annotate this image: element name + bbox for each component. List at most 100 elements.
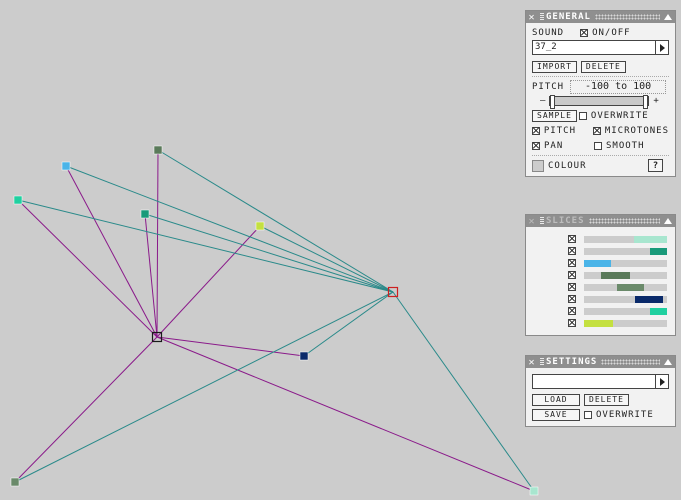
- graph-edge: [14, 291, 394, 483]
- dropdown-arrow-icon[interactable]: [655, 375, 668, 388]
- node-lime[interactable]: [255, 221, 265, 231]
- overwrite-checkbox[interactable]: [578, 111, 587, 120]
- slice-bar[interactable]: [584, 259, 667, 267]
- settings-panel: ✕ SETTINGS LOAD DELETE SAVE OVERWRITE: [525, 355, 676, 427]
- pitch-cb-label: PITCH: [543, 125, 576, 136]
- node-teal[interactable]: [140, 209, 150, 219]
- graph-edge: [65, 165, 394, 293]
- slice-bar[interactable]: [584, 271, 667, 279]
- drag-handle[interactable]: [594, 14, 660, 20]
- preset-select[interactable]: [532, 374, 669, 389]
- sound-value: 37_2: [535, 42, 557, 52]
- delete-button[interactable]: DELETE: [584, 393, 629, 406]
- panel-title: SLICES: [546, 216, 585, 226]
- slice-bar[interactable]: [584, 283, 667, 291]
- slice-row: [532, 293, 669, 305]
- slice-bar[interactable]: [584, 235, 667, 243]
- graph-edge: [156, 149, 159, 338]
- graph-edge: [157, 149, 394, 293]
- help-button[interactable]: ?: [648, 159, 663, 172]
- slice-bar[interactable]: [584, 319, 667, 327]
- slice-checkbox[interactable]: [568, 247, 576, 255]
- slice-checkbox[interactable]: [568, 259, 576, 267]
- preset-value: [533, 375, 655, 388]
- overwrite-label: OVERWRITE: [596, 409, 654, 420]
- close-icon[interactable]: ✕: [528, 215, 536, 227]
- settings-titlebar[interactable]: ✕ SETTINGS: [526, 356, 675, 368]
- node-olive-top[interactable]: [153, 145, 163, 155]
- sample-button[interactable]: SAMPLE: [532, 109, 577, 122]
- graph-edge: [17, 199, 158, 338]
- graph-edge: [156, 336, 535, 492]
- sound-select[interactable]: 37_2: [532, 40, 669, 55]
- import-button[interactable]: IMPORT: [532, 60, 577, 73]
- graph-edge: [156, 225, 261, 338]
- collapse-icon[interactable]: [664, 359, 672, 365]
- node-navy[interactable]: [299, 351, 309, 361]
- save-button[interactable]: SAVE: [532, 408, 580, 421]
- slice-bar[interactable]: [584, 247, 667, 255]
- drag-handle[interactable]: [588, 218, 660, 224]
- slice-bar[interactable]: [584, 307, 667, 315]
- graph-edge: [259, 225, 394, 293]
- pan-checkbox[interactable]: [532, 141, 540, 150]
- graph-edge: [156, 336, 305, 357]
- slices-titlebar[interactable]: ✕ SLICES: [526, 215, 675, 227]
- onoff-checkbox[interactable]: [580, 28, 589, 37]
- microtones-checkbox[interactable]: [592, 126, 601, 135]
- delete-button[interactable]: DELETE: [580, 60, 626, 73]
- smooth-label: SMOOTH: [606, 140, 645, 151]
- slice-range[interactable]: [650, 307, 667, 315]
- node-green-left[interactable]: [13, 195, 23, 205]
- slice-range[interactable]: [617, 283, 644, 291]
- slice-row: [532, 233, 669, 245]
- colour-label: COLOUR: [548, 160, 587, 171]
- overwrite-checkbox[interactable]: [584, 410, 592, 419]
- graph-edge: [392, 291, 535, 492]
- slice-checkbox[interactable]: [568, 271, 576, 279]
- collapse-icon[interactable]: [664, 14, 672, 20]
- close-icon[interactable]: ✕: [528, 11, 536, 23]
- slider-min-handle[interactable]: [550, 95, 556, 109]
- slice-checkbox[interactable]: [568, 283, 576, 291]
- close-icon[interactable]: ✕: [528, 356, 536, 368]
- slice-checkbox[interactable]: [568, 295, 576, 303]
- slice-range[interactable]: [650, 247, 667, 255]
- slice-checkbox[interactable]: [568, 235, 576, 243]
- dropdown-arrow-icon[interactable]: [655, 41, 668, 54]
- slice-range[interactable]: [635, 295, 663, 303]
- pitch-range-field[interactable]: -100 to 100: [570, 79, 667, 94]
- node-lightblue[interactable]: [61, 161, 71, 171]
- pitch-checkbox[interactable]: [532, 126, 540, 135]
- slice-range[interactable]: [600, 271, 630, 279]
- node-mint[interactable]: [529, 486, 539, 496]
- slice-checkbox[interactable]: [568, 319, 576, 327]
- slice-bar[interactable]: [584, 295, 667, 303]
- slice-range[interactable]: [584, 259, 612, 267]
- panel-title: SETTINGS: [546, 357, 598, 367]
- target-hub-node[interactable]: [387, 286, 399, 298]
- general-titlebar[interactable]: ✕ GENERAL: [526, 11, 675, 23]
- pan-label: PAN: [544, 140, 564, 151]
- graph-edge: [144, 213, 394, 293]
- colour-swatch[interactable]: [532, 159, 544, 172]
- slice-row: [532, 269, 669, 281]
- center-hub-node[interactable]: [151, 331, 163, 343]
- slice-checkbox[interactable]: [568, 307, 576, 315]
- graph-edge: [144, 213, 158, 338]
- slice-range[interactable]: [633, 235, 667, 243]
- slice-row: [532, 281, 669, 293]
- slider-max-handle[interactable]: [643, 95, 649, 109]
- grip-icon: [540, 358, 544, 366]
- smooth-checkbox[interactable]: [594, 141, 602, 150]
- slice-range[interactable]: [584, 319, 614, 327]
- drag-handle[interactable]: [601, 359, 660, 365]
- pitch-slider[interactable]: – +: [532, 94, 669, 109]
- load-button[interactable]: LOAD: [532, 393, 580, 406]
- collapse-icon[interactable]: [664, 218, 672, 224]
- node-olive-bottom[interactable]: [10, 477, 20, 487]
- slider-track[interactable]: [549, 95, 650, 109]
- slice-row: [532, 257, 669, 269]
- pitch-label: PITCH: [532, 81, 565, 92]
